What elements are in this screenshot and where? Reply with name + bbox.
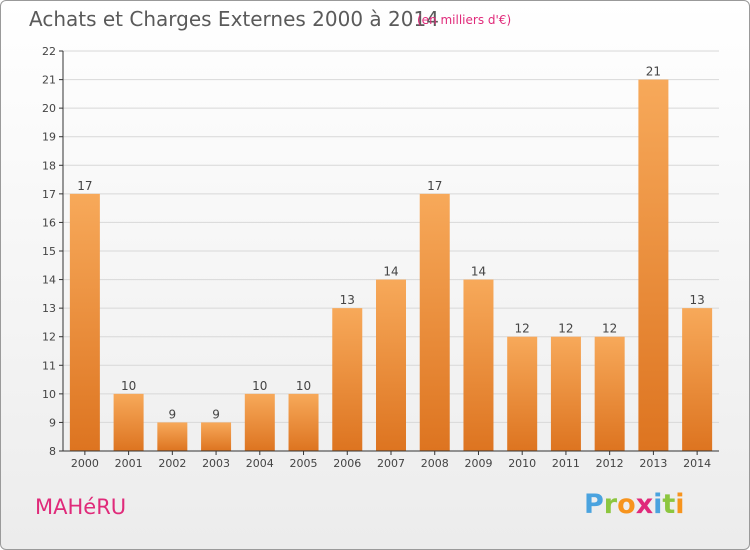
x-tick-label: 2002 (158, 457, 186, 470)
data-label: 14 (383, 265, 398, 279)
y-tick-label: 11 (42, 359, 56, 372)
logo-letter: i (653, 489, 663, 520)
y-tick-label: 9 (49, 416, 56, 429)
data-label: 13 (340, 293, 355, 307)
bar (507, 336, 538, 451)
y-tick-label: 21 (42, 74, 56, 87)
x-tick-label: 2006 (333, 457, 361, 470)
bar (419, 193, 450, 451)
bar (244, 393, 275, 451)
bar (332, 308, 363, 451)
logo-letter: i (675, 489, 685, 520)
data-label: 12 (602, 322, 617, 336)
x-tick-label: 2004 (246, 457, 274, 470)
x-tick-label: 2008 (421, 457, 449, 470)
bar (376, 279, 406, 451)
logo-letter: t (662, 489, 676, 520)
y-tick-label: 13 (42, 302, 56, 315)
y-tick-label: 18 (42, 159, 56, 172)
data-label: 21 (646, 65, 661, 79)
chart-title: Achats et Charges Externes 2000 à 2014 (29, 7, 439, 31)
bar (638, 79, 669, 452)
x-tick-label: 2000 (71, 457, 99, 470)
logo-letter: r (603, 489, 618, 520)
data-label: 10 (252, 379, 267, 393)
y-tick-label: 19 (42, 131, 56, 144)
y-tick-label: 8 (49, 445, 56, 458)
x-tick-label: 2007 (377, 457, 405, 470)
x-tick-label: 2003 (202, 457, 230, 470)
data-label: 10 (296, 379, 311, 393)
x-tick-label: 2012 (596, 457, 624, 470)
bars: 17 10 9 9 10 10 13 14 17 14 12 12 12 21 13 (69, 65, 713, 452)
data-label: 9 (169, 407, 177, 421)
y-tick-label: 12 (42, 331, 56, 344)
bar (594, 336, 625, 451)
proxiti-logo: Proxiti (584, 489, 685, 520)
data-label: 17 (427, 179, 442, 193)
y-tick-label: 15 (42, 245, 56, 258)
data-label: 12 (558, 322, 573, 336)
y-tick-label: 14 (42, 274, 56, 287)
y-tick-label: 17 (42, 188, 56, 201)
bar (201, 422, 232, 451)
data-label: 10 (121, 379, 136, 393)
bar (682, 308, 713, 451)
x-tick-label: 2013 (639, 457, 667, 470)
chart-subtitle: (en milliers d'€) (417, 13, 512, 27)
logo-letter: P (584, 489, 604, 520)
x-tick-label: 2001 (115, 457, 143, 470)
bar (69, 193, 100, 451)
bar (157, 422, 188, 451)
axes: 8 9 10 11 12 13 14 15 16 17 18 19 20 21 22 2000 2001 2002… (42, 45, 719, 470)
x-tick-label: 2010 (508, 457, 536, 470)
bar (550, 336, 581, 451)
x-tick-label: 2011 (552, 457, 580, 470)
logo-letter: o (617, 489, 636, 520)
data-label: 14 (471, 265, 486, 279)
x-tick-label: 2014 (683, 457, 711, 470)
y-tick-label: 10 (42, 388, 56, 401)
data-label: 17 (77, 179, 92, 193)
commune-name: MAHéRU (35, 495, 127, 519)
y-tick-label: 22 (42, 45, 56, 58)
bar (288, 393, 319, 451)
bar (113, 393, 144, 451)
data-label: 12 (515, 322, 530, 336)
x-tick-label: 2009 (464, 457, 492, 470)
y-tick-label: 16 (42, 216, 56, 229)
y-tick-label: 20 (42, 102, 56, 115)
data-label: 9 (212, 407, 220, 421)
data-label: 13 (689, 293, 704, 307)
logo-letter: x (635, 489, 654, 520)
x-tick-label: 2005 (290, 457, 318, 470)
bar (463, 279, 494, 451)
